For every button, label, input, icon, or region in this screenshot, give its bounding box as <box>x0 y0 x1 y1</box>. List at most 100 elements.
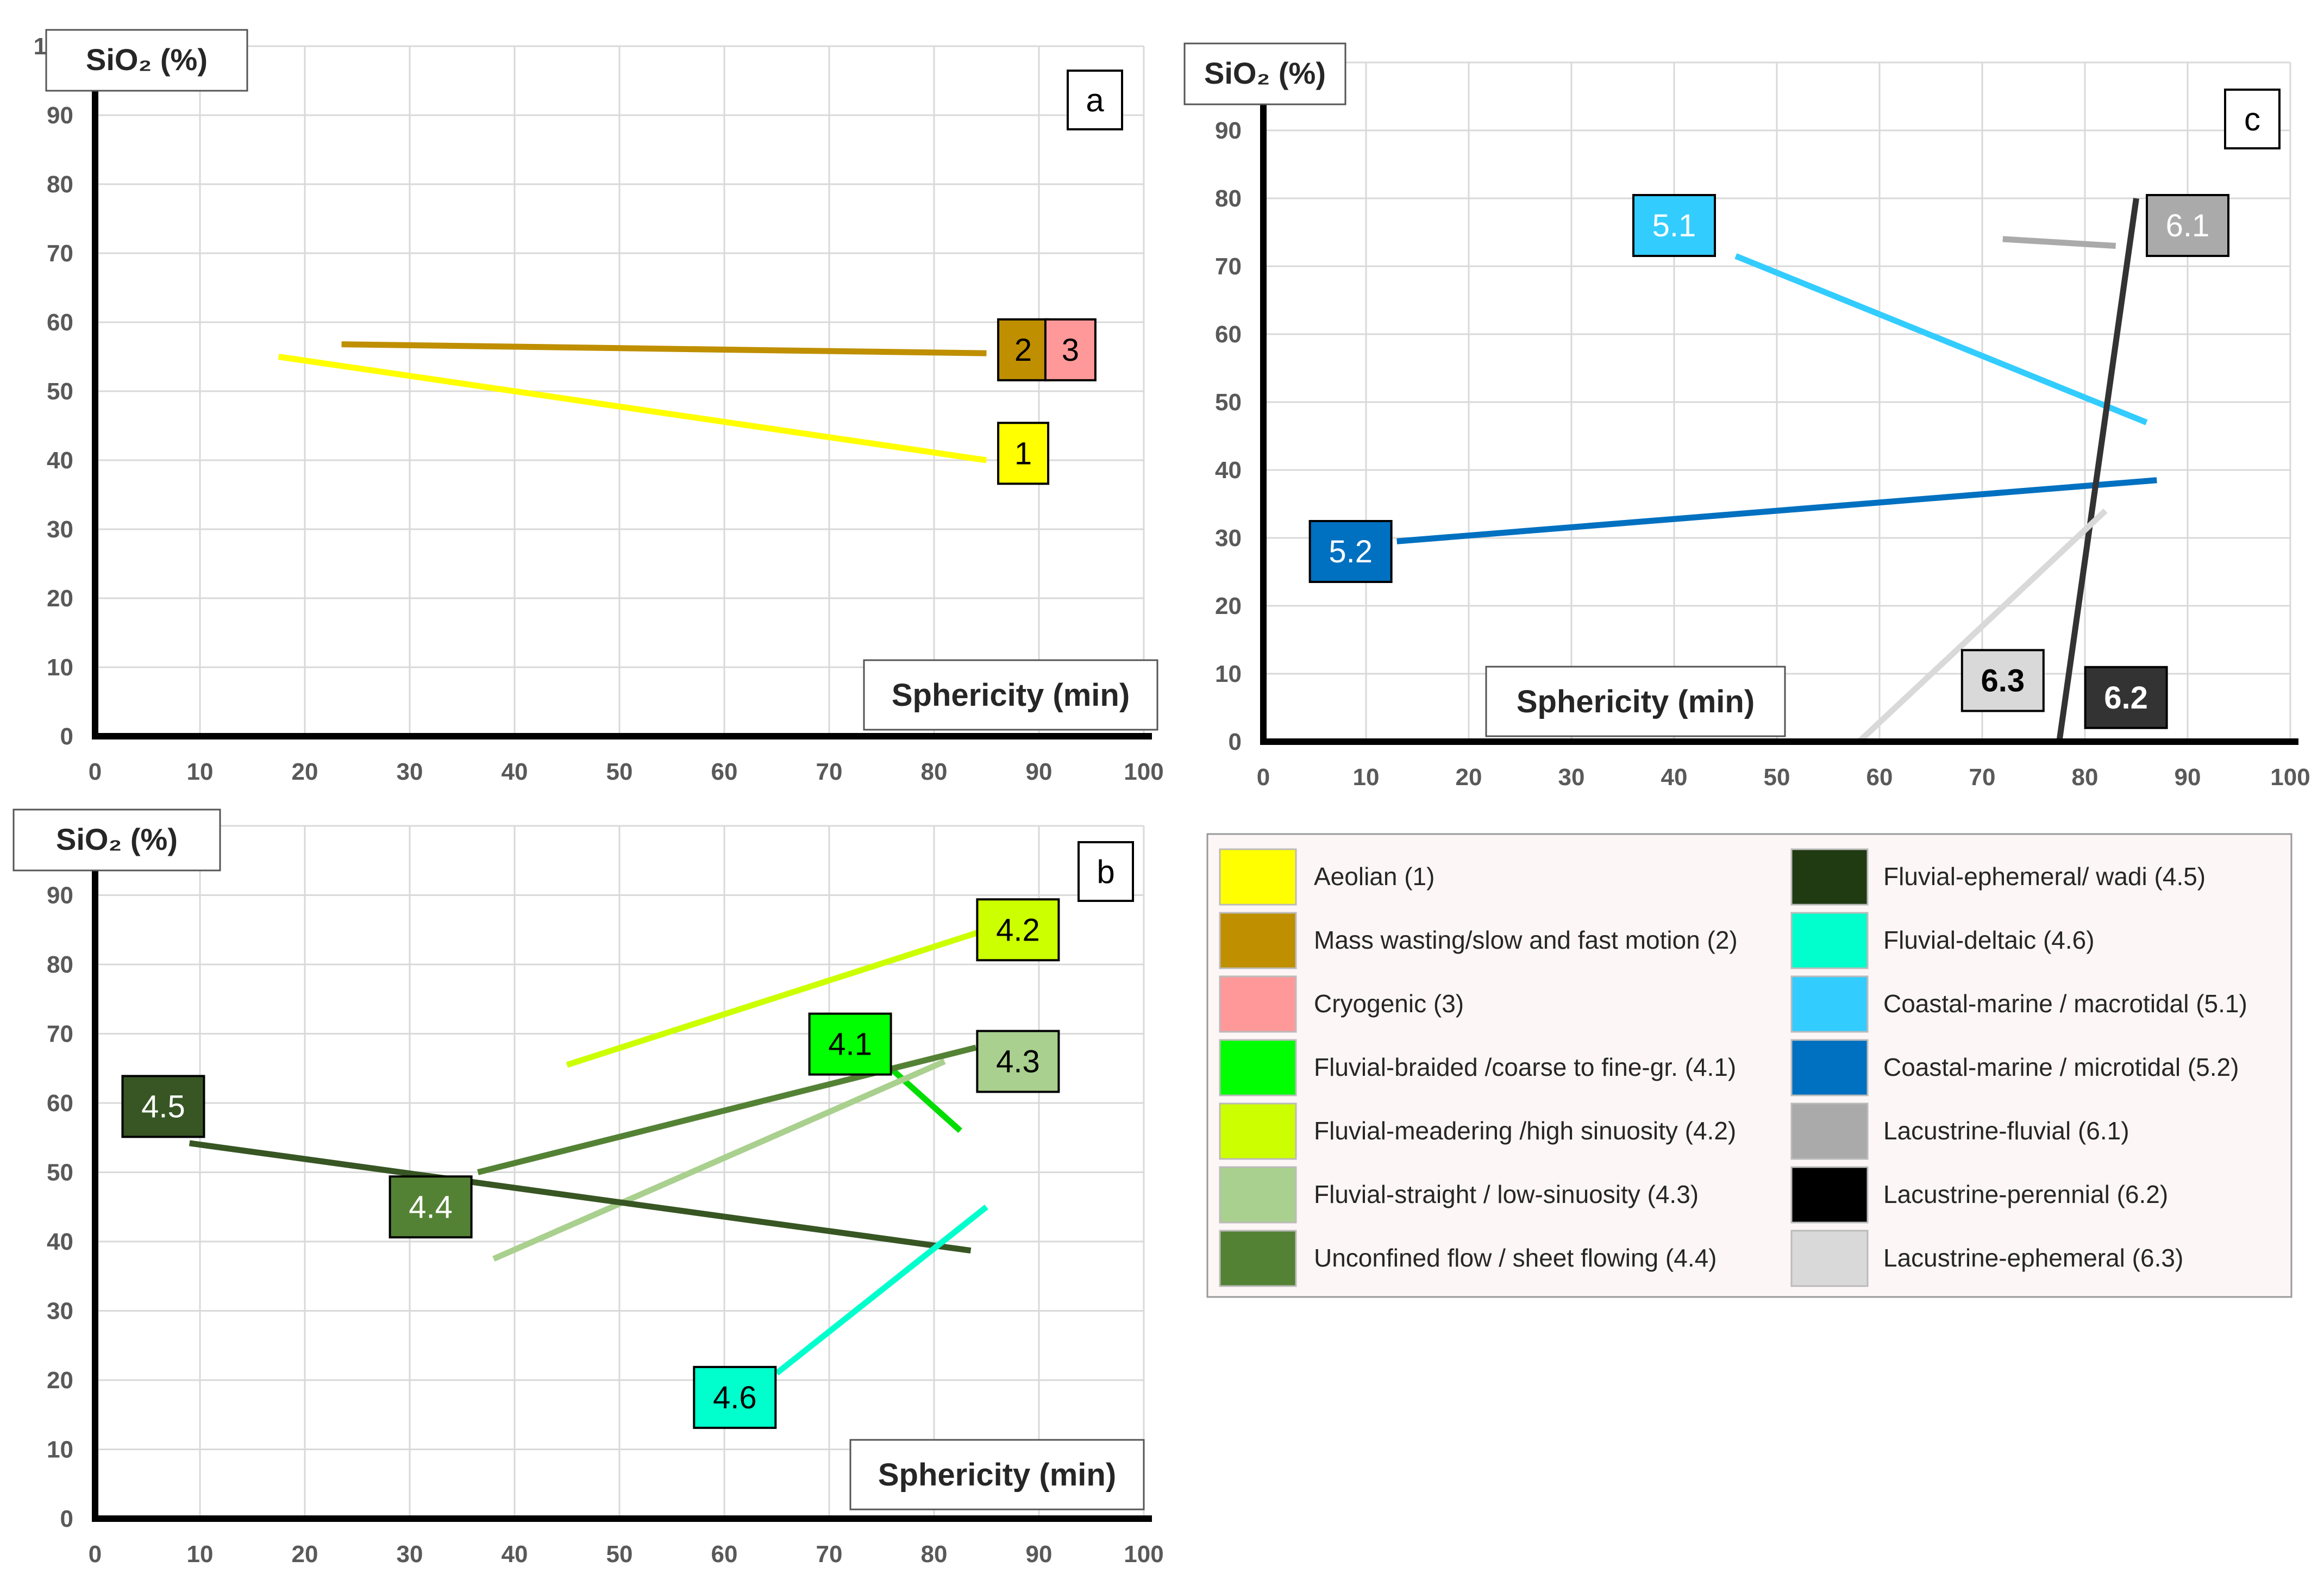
x-tick-label: 80 <box>921 1541 948 1568</box>
y-tick-label: 0 <box>1229 729 1242 755</box>
x-tick-label: 40 <box>502 1541 528 1568</box>
x-tick-label: 20 <box>292 1541 318 1568</box>
x-tick-label: 80 <box>2072 764 2099 791</box>
y-tick-label: 60 <box>47 309 73 336</box>
legend-label: Aeolian (1) <box>1314 862 1435 891</box>
x-tick-label: 50 <box>606 1541 633 1568</box>
x-tick-label: 100 <box>1124 1541 1163 1568</box>
y-tick-label: 40 <box>47 447 73 474</box>
x-tick-label: 60 <box>711 759 738 785</box>
y-tick-label: 80 <box>47 951 73 978</box>
x-tick-label: 40 <box>502 759 528 785</box>
legend-swatch <box>1219 848 1297 906</box>
legend-label: Mass wasting/slow and fast motion (2) <box>1314 926 1738 954</box>
series-label-box <box>1960 649 2045 712</box>
series-label: 1 <box>1014 436 1032 471</box>
series-label-box <box>2084 666 2168 729</box>
y-axis-label-box <box>1183 42 1346 105</box>
series-label-box <box>976 898 1060 962</box>
legend-label: Lacustrine-perennial (6.2) <box>1883 1180 2168 1208</box>
legend-label: Coastal-marine / macrotidal (5.1) <box>1883 989 2247 1018</box>
y-tick-label: 10 <box>47 654 73 681</box>
panel-letter-box <box>1067 70 1123 130</box>
x-tick-label: 80 <box>921 759 948 785</box>
x-tick-label: 100 <box>1124 759 1163 785</box>
panel-letter: a <box>1086 82 1104 118</box>
legend-label: Fluvial-ephemeral/ wadi (4.5) <box>1883 862 2206 891</box>
series-label: 6.3 <box>1981 663 2025 699</box>
series-label: 3 <box>1062 333 1079 368</box>
series-label: 4.5 <box>141 1089 185 1124</box>
y-tick-label: 50 <box>47 378 73 405</box>
series-label-box <box>1044 318 1097 381</box>
x-axis-label: Sphericity (min) <box>1517 684 1755 719</box>
y-tick-label: 90 <box>47 102 73 129</box>
x-tick-label: 40 <box>1661 764 1688 791</box>
series-label: 4.6 <box>713 1380 757 1415</box>
series-label-box <box>693 1365 777 1429</box>
x-tick-label: 10 <box>187 759 214 785</box>
series-line <box>1396 477 2157 544</box>
y-tick-label: 90 <box>1215 117 1242 144</box>
series-label: 5.2 <box>1329 534 1373 569</box>
y-tick-label: 0 <box>60 1506 73 1532</box>
x-tick-label: 100 <box>2270 764 2310 791</box>
x-tick-label: 90 <box>1026 759 1053 785</box>
series-label: 6.1 <box>2166 208 2210 243</box>
panel-a-chart: 0 10 20 30 40 50 60 70 80 90 100 0 10 20 30 40 50 60 70 80 9… <box>34 29 1164 785</box>
y-tick-label: 70 <box>47 1021 73 1048</box>
y-tick-label: 50 <box>47 1159 73 1186</box>
y-tick-label: 40 <box>1215 457 1242 484</box>
series-line <box>278 354 987 463</box>
series-label: 5.1 <box>1652 208 1696 243</box>
y-tick-label: 10 <box>47 1437 73 1463</box>
y-tick-label: 50 <box>1215 389 1242 416</box>
legend-label: Lacustrine-ephemeral (6.3) <box>1883 1244 2183 1272</box>
panel-c-chart: 0 10 20 30 40 50 60 70 80 90 100 0 10 20 30 40 50 60 70 80 9… <box>1183 42 2310 791</box>
x-tick-label: 60 <box>1866 764 1893 791</box>
legend-swatch <box>1219 912 1297 969</box>
panel-b-chart: 0 10 20 30 40 50 60 70 80 90 100 0 10 20 30 40 50 60 70 80 9… <box>12 808 1164 1568</box>
legend-swatch <box>1219 1102 1297 1160</box>
x-tick-label: 10 <box>1353 764 1380 791</box>
panel-letter: c <box>2244 101 2260 137</box>
legend-swatch <box>1790 1230 1869 1287</box>
legend-swatch <box>1219 1166 1297 1224</box>
x-tick-label: 90 <box>2175 764 2201 791</box>
legend-swatch <box>1790 1102 1869 1160</box>
x-axis-label-box <box>863 659 1158 731</box>
x-tick-label: 0 <box>89 1541 102 1568</box>
series-label-box <box>1308 520 1393 583</box>
y-tick-label: 30 <box>1215 525 1242 551</box>
x-tick-label: 0 <box>1257 764 1270 791</box>
series-line <box>189 1140 972 1254</box>
series-line <box>1734 253 2148 425</box>
y-axis-label: SiO₂ (%) <box>86 42 208 77</box>
series-label: 4.2 <box>996 912 1040 948</box>
x-tick-label: 70 <box>816 1541 843 1568</box>
series-label-box <box>121 1075 205 1138</box>
y-axis-label-box <box>45 29 248 92</box>
legend-frame <box>1206 833 2292 1298</box>
y-tick-label: 30 <box>47 516 73 543</box>
y-axis-label-box <box>12 808 221 872</box>
legend-label: Lacustrine-fluvial (6.1) <box>1883 1117 2129 1145</box>
legend-swatch <box>1790 1039 1869 1096</box>
x-tick-label: 30 <box>397 1541 423 1568</box>
legend-swatch <box>1219 1230 1297 1287</box>
x-axis-label-box <box>849 1439 1145 1510</box>
panel-letter: b <box>1097 854 1114 890</box>
panel-letter-box <box>1078 841 1134 902</box>
series-line <box>492 1058 946 1262</box>
y-tick-label: 70 <box>1215 253 1242 280</box>
y-tick-label: 90 <box>47 882 73 909</box>
y-tick-label: 80 <box>47 171 73 198</box>
series-label-box <box>997 422 1050 485</box>
series-line <box>566 927 988 1068</box>
x-tick-label: 30 <box>397 759 423 785</box>
legend-swatch <box>1790 912 1869 969</box>
y-tick-label: 70 <box>47 240 73 267</box>
legend-swatch <box>1790 848 1869 906</box>
y-tick-label: 10 <box>1215 661 1242 687</box>
